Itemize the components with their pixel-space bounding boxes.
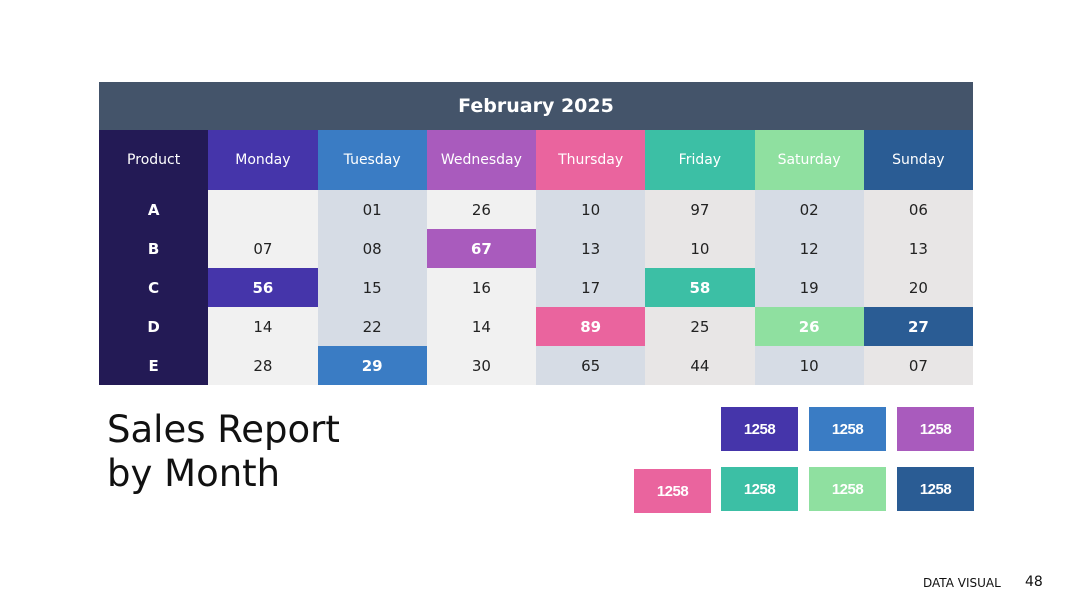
day-header: Sunday: [863, 130, 973, 190]
heading: Sales Report by Month: [107, 408, 340, 495]
badge: 1258: [721, 407, 798, 451]
badge: 1258: [809, 407, 886, 451]
day-header: Friday: [645, 130, 755, 190]
cell: 44: [645, 346, 755, 385]
cell: 25: [645, 307, 755, 346]
product-cell: B: [99, 229, 209, 268]
day-header: Thursday: [536, 130, 646, 190]
cell: 16: [426, 268, 536, 307]
day-header: Saturday: [754, 130, 864, 190]
footer-label: DATA VISUAL: [923, 576, 1001, 590]
badge: 1258: [809, 467, 886, 511]
header-row: Product Monday Tuesday Wednesday Thursday Fri…: [99, 130, 973, 190]
badge: 1258: [721, 467, 798, 511]
cell: 10: [645, 229, 755, 268]
cell: 26: [426, 190, 536, 229]
product-cell: C: [99, 268, 209, 307]
cell: 13: [863, 229, 973, 268]
page-number: 48: [1025, 574, 1043, 590]
title-row: February 2025: [99, 82, 973, 130]
highlight-cell: 26: [754, 307, 864, 346]
highlight-cell: 27: [863, 307, 973, 346]
product-cell: E: [99, 346, 209, 385]
cell: 07: [863, 346, 973, 385]
cell: 97: [645, 190, 755, 229]
cell: 07: [208, 229, 318, 268]
highlight-cell: 56: [208, 268, 318, 307]
cell: 08: [317, 229, 427, 268]
day-header: Monday: [208, 130, 318, 190]
corner-header: Product: [99, 130, 209, 190]
cell: 20: [863, 268, 973, 307]
cell: 28: [208, 346, 318, 385]
cell: 19: [754, 268, 864, 307]
highlight-cell: 89: [536, 307, 646, 346]
cell: 14: [208, 307, 318, 346]
table-title: February 2025: [99, 82, 973, 130]
cell: 06: [863, 190, 973, 229]
cell: 30: [426, 346, 536, 385]
data-row: B 07 08 67 13 10 12 13: [99, 229, 973, 268]
data-row: E 28 29 30 65 44 10 07: [99, 346, 973, 385]
badge: 1258: [897, 467, 974, 511]
highlight-cell: 29: [317, 346, 427, 385]
highlight-cell: 67: [426, 229, 536, 268]
cell: 10: [754, 346, 864, 385]
cell: 13: [536, 229, 646, 268]
cell: 65: [536, 346, 646, 385]
badge: 1258: [634, 469, 711, 513]
product-cell: A: [99, 190, 209, 229]
product-cell: D: [99, 307, 209, 346]
cell: [208, 190, 318, 229]
cell: 15: [317, 268, 427, 307]
sales-table: February 2025 Product Monday Tuesday Wednesd…: [99, 82, 973, 385]
cell: 14: [426, 307, 536, 346]
cell: 10: [536, 190, 646, 229]
day-header: Tuesday: [317, 130, 427, 190]
cell: 01: [317, 190, 427, 229]
data-row: A 01 26 10 97 02 06: [99, 190, 973, 229]
day-header: Wednesday: [426, 130, 536, 190]
cell: 12: [754, 229, 864, 268]
cell: 17: [536, 268, 646, 307]
highlight-cell: 58: [645, 268, 755, 307]
data-row: D 14 22 14 89 25 26 27: [99, 307, 973, 346]
cell: 22: [317, 307, 427, 346]
data-row: C 56 15 16 17 58 19 20: [99, 268, 973, 307]
badge: 1258: [897, 407, 974, 451]
cell: 02: [754, 190, 864, 229]
